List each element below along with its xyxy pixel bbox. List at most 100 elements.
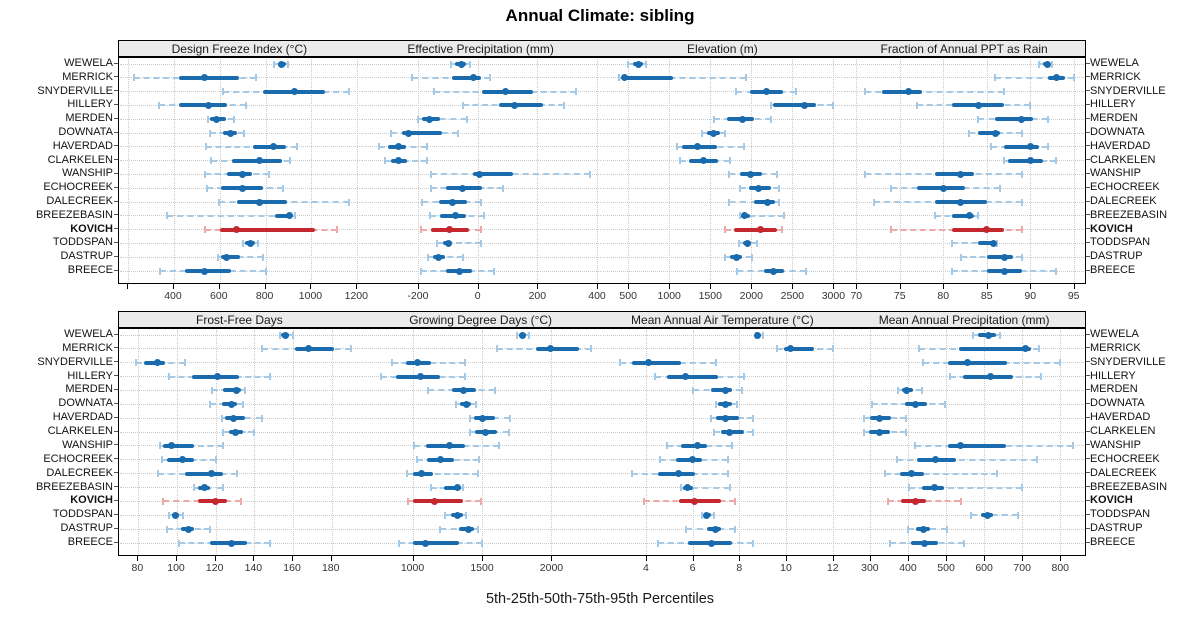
whisker-cap-high [239, 497, 242, 505]
gridline-horizontal [120, 528, 360, 530]
gridline-horizontal [360, 362, 602, 364]
whisker-cap-high [1050, 60, 1053, 68]
median-dot [201, 74, 209, 82]
median-dot [405, 129, 413, 137]
whisker-cap-low [678, 157, 681, 165]
whisker-cap-high [1055, 157, 1058, 165]
iqr-bar [882, 89, 922, 94]
median-dot [305, 345, 313, 353]
median-dot [939, 184, 947, 192]
whisker-cap-low [208, 400, 211, 408]
whisker-cap-high [794, 88, 797, 96]
whisker-cap-high [777, 198, 780, 206]
whisker-cap-high [1020, 198, 1023, 206]
whisker-cap-low [959, 253, 962, 261]
row-tick-left [114, 347, 118, 349]
gridline-horizontal [844, 403, 1086, 405]
site-label-left: HILLERY [67, 369, 113, 382]
whisker-cap-high [477, 456, 480, 464]
panel-header-mean-annual-precipitation-mm: Mean Annual Precipitation (mm) [843, 311, 1086, 328]
whisker-cap-low [455, 400, 458, 408]
whisker-cap-high [946, 525, 949, 533]
row-tick-left [114, 103, 118, 105]
row-tick-left [114, 472, 118, 474]
row-tick-right [1086, 62, 1090, 64]
gridline-horizontal [602, 514, 844, 516]
gridline-vertical [417, 59, 419, 283]
whisker-cap-high [457, 129, 460, 137]
iqr-bar [294, 346, 334, 351]
median-dot [710, 129, 718, 137]
row-tick-right [1086, 241, 1090, 243]
row-tick-right [1086, 145, 1090, 147]
axis-tick-label: 400 [899, 562, 917, 574]
iqr-bar [184, 471, 224, 476]
site-label-left: DASTRUP [60, 250, 113, 263]
panel-effective-precipitation-mm [359, 57, 603, 284]
gridline-horizontal [844, 160, 1086, 162]
whisker-cap-high [461, 253, 464, 261]
median-dot [422, 539, 430, 547]
axis-tick-label: 4 [642, 562, 649, 574]
whisker-cap-low [261, 345, 264, 353]
percentile-whisker [970, 514, 1018, 517]
median-dot [154, 359, 162, 367]
axis-tick-mark [597, 284, 599, 289]
gridline-vertical [869, 330, 871, 555]
whisker-cap-low [948, 373, 951, 381]
whisker-cap-low [278, 331, 281, 339]
whisker-cap-high [1020, 226, 1023, 234]
gridline-horizontal [120, 487, 360, 489]
iqr-bar [947, 360, 1007, 365]
axis-tick-mark [127, 284, 129, 289]
whisker-cap-high [497, 442, 500, 450]
whisker-cap-low [642, 497, 645, 505]
whisker-cap-high [1020, 253, 1023, 261]
whisker-cap-low [430, 170, 433, 178]
percentile-whisker [167, 214, 296, 217]
median-dot [445, 226, 453, 234]
whisker-cap-low [397, 539, 400, 547]
gridline-horizontal [360, 242, 602, 244]
median-dot [212, 497, 220, 505]
whisker-cap-low [469, 428, 472, 436]
whisker-cap-high [590, 345, 593, 353]
whisker-cap-low [421, 198, 424, 206]
median-dot [689, 456, 697, 464]
whisker-cap-low [168, 373, 171, 381]
median-dot [239, 184, 247, 192]
gridline-vertical [645, 330, 647, 555]
whisker-cap-low [739, 184, 742, 192]
gridline-vertical [173, 59, 175, 283]
median-dot [278, 60, 286, 68]
gridline-horizontal [120, 63, 360, 65]
whisker-cap-high [588, 170, 591, 178]
whisker-cap-low [863, 414, 866, 422]
whisker-cap-low [390, 129, 393, 137]
axis-tick-mark [172, 284, 174, 289]
row-tick-left [114, 416, 118, 418]
site-label-left: KOVICH [70, 494, 113, 507]
median-dot [746, 170, 754, 178]
median-dot [431, 497, 439, 505]
whisker-cap-low [205, 143, 208, 151]
median-dot [957, 198, 965, 206]
gridline-vertical [739, 330, 741, 555]
whisker-cap-high [752, 539, 755, 547]
median-dot [426, 115, 434, 123]
median-dot [185, 525, 193, 533]
whisker-cap-high [726, 470, 729, 478]
site-label-right: SNYDERVILLE [1090, 84, 1166, 97]
median-dot [755, 184, 763, 192]
median-dot [957, 442, 964, 450]
row-tick-left [114, 76, 118, 78]
whisker-cap-low [916, 101, 919, 109]
median-dot [475, 170, 483, 178]
site-label-left: HAVERDAD [52, 139, 113, 152]
whisker-cap-low [675, 143, 678, 151]
site-label-right: DASTRUP [1090, 522, 1143, 535]
whisker-cap-high [479, 497, 482, 505]
site-label-right: KOVICH [1090, 494, 1133, 507]
site-label-left: BREEZEBASIN [35, 480, 113, 493]
axis-tick-label: 160 [283, 562, 301, 574]
